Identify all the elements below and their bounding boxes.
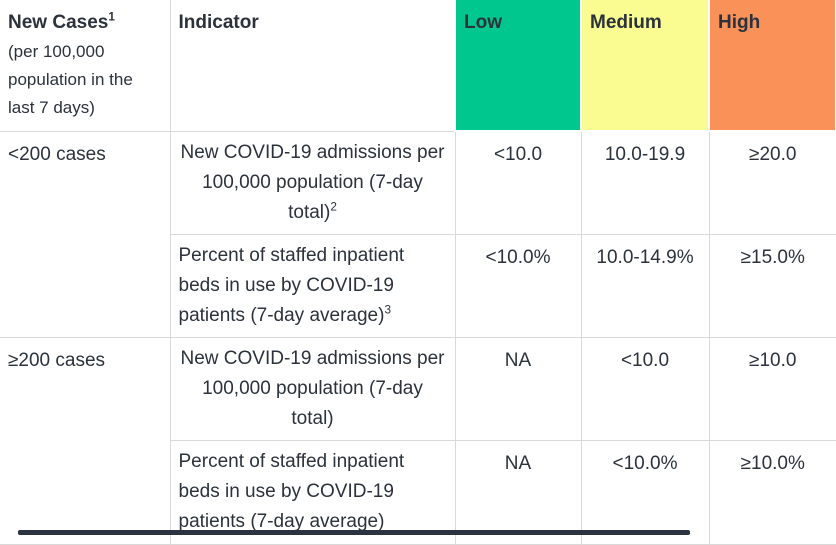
table-row: Percent of staffed inpatient beds in use… — [0, 233, 836, 338]
cell-indicator-inpatient-beds: Percent of staffed inpatient beds in use… — [169, 233, 456, 338]
header-cell-new-cases: New Cases1 (per 100,000 population in th… — [0, 0, 171, 132]
cell-cases-under-200: <200 cases — [0, 130, 171, 338]
cell-medium-value: <10.0% — [580, 439, 710, 545]
cell-indicator-inpatient-beds: Percent of staffed inpatient beds in use… — [169, 439, 456, 545]
table-row: ≥200 cases New COVID-19 admissions per 1… — [0, 336, 836, 545]
new-cases-title: New Cases — [8, 12, 109, 33]
cell-cases-200-or-more: ≥200 cases — [0, 336, 171, 545]
header-cell-medium: Medium — [580, 0, 710, 132]
header-cell-high: High — [708, 0, 836, 132]
header-row: New Cases1 (per 100,000 population in th… — [0, 0, 836, 132]
cell-low-value: NA — [454, 336, 582, 441]
indicator-text: New COVID-19 admissions per 100,000 popu… — [180, 347, 445, 429]
new-cases-subtitle: (per 100,000 population in the last 7 da… — [8, 42, 133, 117]
cell-medium-value: 10.0-14.9% — [580, 233, 710, 338]
cell-low-value: NA — [454, 439, 582, 545]
indicator-footnote-marker: 3 — [384, 303, 391, 317]
cell-high-value: ≥10.0 — [708, 336, 836, 441]
cell-medium-value: 10.0-19.9 — [580, 130, 710, 235]
table-row: <200 cases New COVID-19 admissions per 1… — [0, 130, 836, 338]
indicator-text: Percent of staffed inpatient beds in use… — [178, 450, 405, 532]
header-cell-indicator: Indicator — [169, 0, 456, 132]
indicator-text: Percent of staffed inpatient beds in use… — [178, 244, 405, 326]
cell-indicator-admissions: New COVID-19 admissions per 100,000 popu… — [169, 130, 456, 235]
cell-low-value: <10.0 — [454, 130, 582, 235]
indicator-text: New COVID-19 admissions per 100,000 popu… — [180, 141, 445, 223]
cell-high-value: ≥15.0% — [708, 233, 836, 338]
cell-indicator-admissions: New COVID-19 admissions per 100,000 popu… — [169, 336, 456, 441]
horizontal-scrollbar-track[interactable] — [0, 530, 836, 535]
cell-high-value: ≥20.0 — [708, 130, 836, 235]
cell-low-value: <10.0% — [454, 233, 582, 338]
horizontal-scrollbar-thumb[interactable] — [18, 530, 690, 535]
table-row: Percent of staffed inpatient beds in use… — [0, 439, 836, 545]
header-cell-low: Low — [454, 0, 582, 132]
cell-medium-value: <10.0 — [580, 336, 710, 441]
indicator-footnote-marker: 2 — [330, 200, 337, 214]
cell-high-value: ≥10.0% — [708, 439, 836, 545]
new-cases-footnote-marker: 1 — [108, 10, 115, 24]
